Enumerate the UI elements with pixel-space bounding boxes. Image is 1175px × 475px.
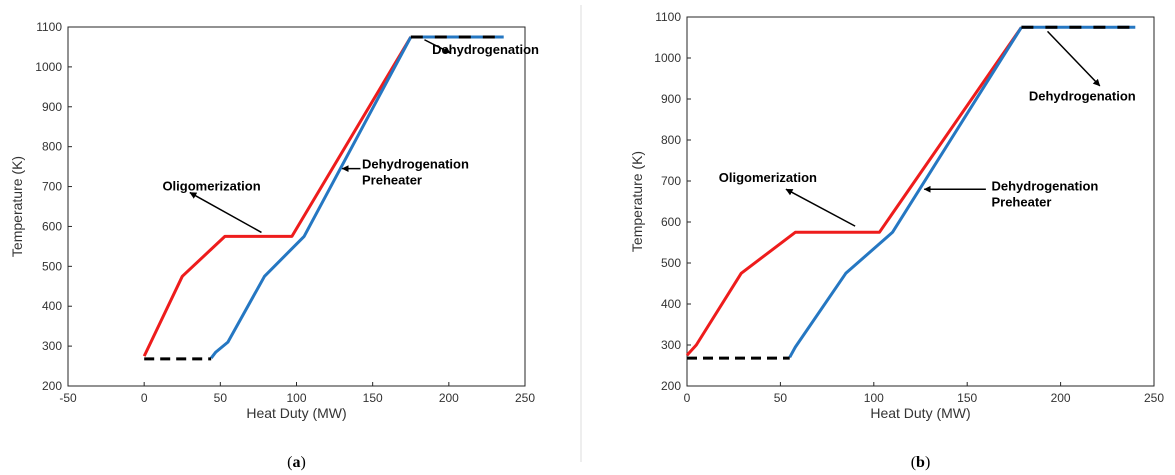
y-tick-label: 300 bbox=[661, 338, 681, 352]
y-tick-label: 700 bbox=[661, 174, 681, 188]
y-tick-label: 900 bbox=[42, 100, 62, 114]
y-tick-label: 600 bbox=[661, 215, 681, 229]
chart-panel-b: Oligomerization Dehydrogenation Preheater D… bbox=[629, 10, 1164, 471]
y-tick-label: 1100 bbox=[655, 10, 681, 24]
annotation-label: Dehydrogenation bbox=[432, 42, 539, 57]
series-line bbox=[685, 26, 1023, 357]
y-axis-label: Temperature (K) bbox=[629, 151, 645, 252]
annotation-label: Dehydrogenation Preheater bbox=[991, 178, 1098, 209]
x-tick-label: 100 bbox=[286, 391, 306, 405]
annotation-arrow bbox=[424, 39, 451, 54]
plot-area bbox=[686, 16, 1155, 387]
y-tick-label: 800 bbox=[661, 133, 681, 147]
y-tick-label: 200 bbox=[661, 379, 681, 393]
annotation-arrow bbox=[1046, 30, 1101, 87]
annotation-label: Dehydrogenation bbox=[1029, 89, 1136, 104]
y-tick-label: 900 bbox=[661, 92, 681, 106]
y-tick-label: 300 bbox=[42, 339, 62, 353]
x-tick-label: 0 bbox=[141, 391, 148, 405]
annotation-label: Dehydrogenation Preheater bbox=[362, 157, 469, 188]
x-axis-label: Heat Duty (MW) bbox=[870, 405, 970, 421]
series-line bbox=[142, 36, 413, 357]
y-tick-label: 1000 bbox=[654, 51, 681, 65]
series-line bbox=[788, 26, 1023, 359]
x-tick-label: 200 bbox=[1051, 391, 1071, 405]
annotation-label: Oligomerization bbox=[719, 170, 817, 185]
y-tick-label: 500 bbox=[661, 256, 681, 270]
chart-panel-a: Oligomerization Dehydrogenation Preheater D… bbox=[9, 20, 539, 471]
annotation-arrow bbox=[785, 188, 856, 227]
x-tick-label: -50 bbox=[59, 391, 77, 405]
x-tick-label: 50 bbox=[214, 391, 228, 405]
y-tick-label: 1000 bbox=[35, 60, 62, 74]
y-tick-label: 400 bbox=[661, 297, 681, 311]
x-tick-label: 50 bbox=[774, 391, 788, 405]
x-tick-label: 100 bbox=[864, 391, 884, 405]
panel-caption: (b) bbox=[911, 454, 931, 471]
x-tick-label: 150 bbox=[957, 391, 977, 405]
x-tick-label: 250 bbox=[1144, 391, 1164, 405]
series-line bbox=[210, 36, 413, 360]
y-tick-label: 700 bbox=[42, 180, 62, 194]
annotation-label: Oligomerization bbox=[162, 179, 260, 194]
y-tick-label: 200 bbox=[42, 379, 62, 393]
y-tick-label: 500 bbox=[42, 259, 62, 273]
x-tick-label: 150 bbox=[363, 391, 383, 405]
y-tick-label: 600 bbox=[42, 219, 62, 233]
panel-caption: (a) bbox=[287, 454, 306, 471]
y-axis-label: Temperature (K) bbox=[9, 156, 25, 257]
plot-area bbox=[67, 26, 526, 387]
annotation-arrow bbox=[189, 191, 262, 234]
x-tick-label: 0 bbox=[684, 391, 691, 405]
y-tick-label: 800 bbox=[42, 140, 62, 154]
y-tick-label: 400 bbox=[42, 299, 62, 313]
x-axis-label: Heat Duty (MW) bbox=[246, 405, 346, 421]
y-tick-label: 1100 bbox=[36, 20, 62, 34]
x-tick-label: 200 bbox=[439, 391, 459, 405]
x-tick-label: 250 bbox=[515, 391, 535, 405]
